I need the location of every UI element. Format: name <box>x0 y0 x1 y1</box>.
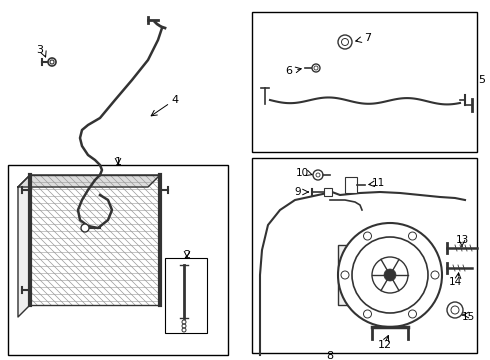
Text: 4: 4 <box>172 95 178 105</box>
Circle shape <box>384 269 396 281</box>
Circle shape <box>409 232 416 240</box>
Text: 5: 5 <box>479 75 486 85</box>
Circle shape <box>313 170 323 180</box>
Bar <box>165 258 207 333</box>
Circle shape <box>451 306 459 314</box>
Polygon shape <box>18 175 30 317</box>
Circle shape <box>81 224 89 232</box>
Circle shape <box>342 39 348 45</box>
Circle shape <box>372 257 408 293</box>
Bar <box>252 12 477 152</box>
Circle shape <box>50 60 54 64</box>
Circle shape <box>312 64 320 72</box>
Text: 12: 12 <box>378 340 392 350</box>
Bar <box>345 177 357 193</box>
Text: 13: 13 <box>455 235 468 245</box>
Circle shape <box>338 223 442 327</box>
Circle shape <box>338 35 352 49</box>
Circle shape <box>352 237 428 313</box>
Bar <box>8 165 228 355</box>
Circle shape <box>364 310 371 318</box>
Circle shape <box>316 173 320 177</box>
Polygon shape <box>18 175 160 187</box>
Text: 7: 7 <box>365 33 371 43</box>
Circle shape <box>364 232 371 240</box>
Text: 6: 6 <box>286 66 293 76</box>
Circle shape <box>431 271 439 279</box>
Polygon shape <box>30 175 160 305</box>
Circle shape <box>409 310 416 318</box>
Text: 15: 15 <box>462 312 475 322</box>
Circle shape <box>341 271 349 279</box>
Bar <box>252 158 477 353</box>
Circle shape <box>447 302 463 318</box>
Text: 10: 10 <box>295 168 309 178</box>
Text: 2: 2 <box>183 250 191 260</box>
Bar <box>338 245 390 305</box>
Text: 8: 8 <box>326 351 334 360</box>
Circle shape <box>314 66 318 70</box>
Circle shape <box>48 58 56 66</box>
Text: 14: 14 <box>448 277 462 287</box>
Text: 3: 3 <box>36 45 44 55</box>
Text: 9: 9 <box>294 187 301 197</box>
Text: 11: 11 <box>371 178 385 188</box>
Bar <box>324 188 332 196</box>
Text: 1: 1 <box>115 157 122 167</box>
